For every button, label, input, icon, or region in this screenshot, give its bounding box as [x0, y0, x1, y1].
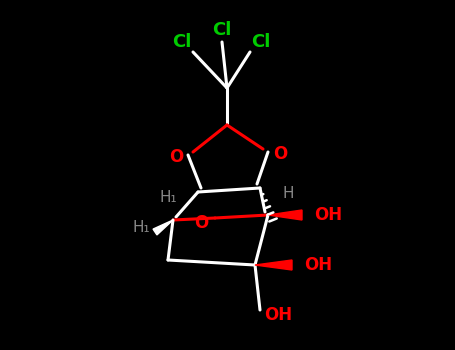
Text: OH: OH: [304, 256, 332, 274]
Text: H₁: H₁: [159, 189, 177, 204]
Polygon shape: [153, 220, 173, 235]
Text: Cl: Cl: [251, 33, 271, 51]
Text: H₁: H₁: [132, 220, 150, 236]
Text: O: O: [273, 145, 287, 163]
Text: H: H: [282, 186, 294, 201]
Text: O: O: [194, 214, 208, 232]
Polygon shape: [268, 210, 302, 220]
Text: Cl: Cl: [172, 33, 192, 51]
Text: O: O: [169, 148, 183, 166]
Polygon shape: [255, 260, 292, 270]
Text: OH: OH: [314, 206, 342, 224]
Text: OH: OH: [264, 306, 292, 324]
Text: Cl: Cl: [212, 21, 232, 39]
